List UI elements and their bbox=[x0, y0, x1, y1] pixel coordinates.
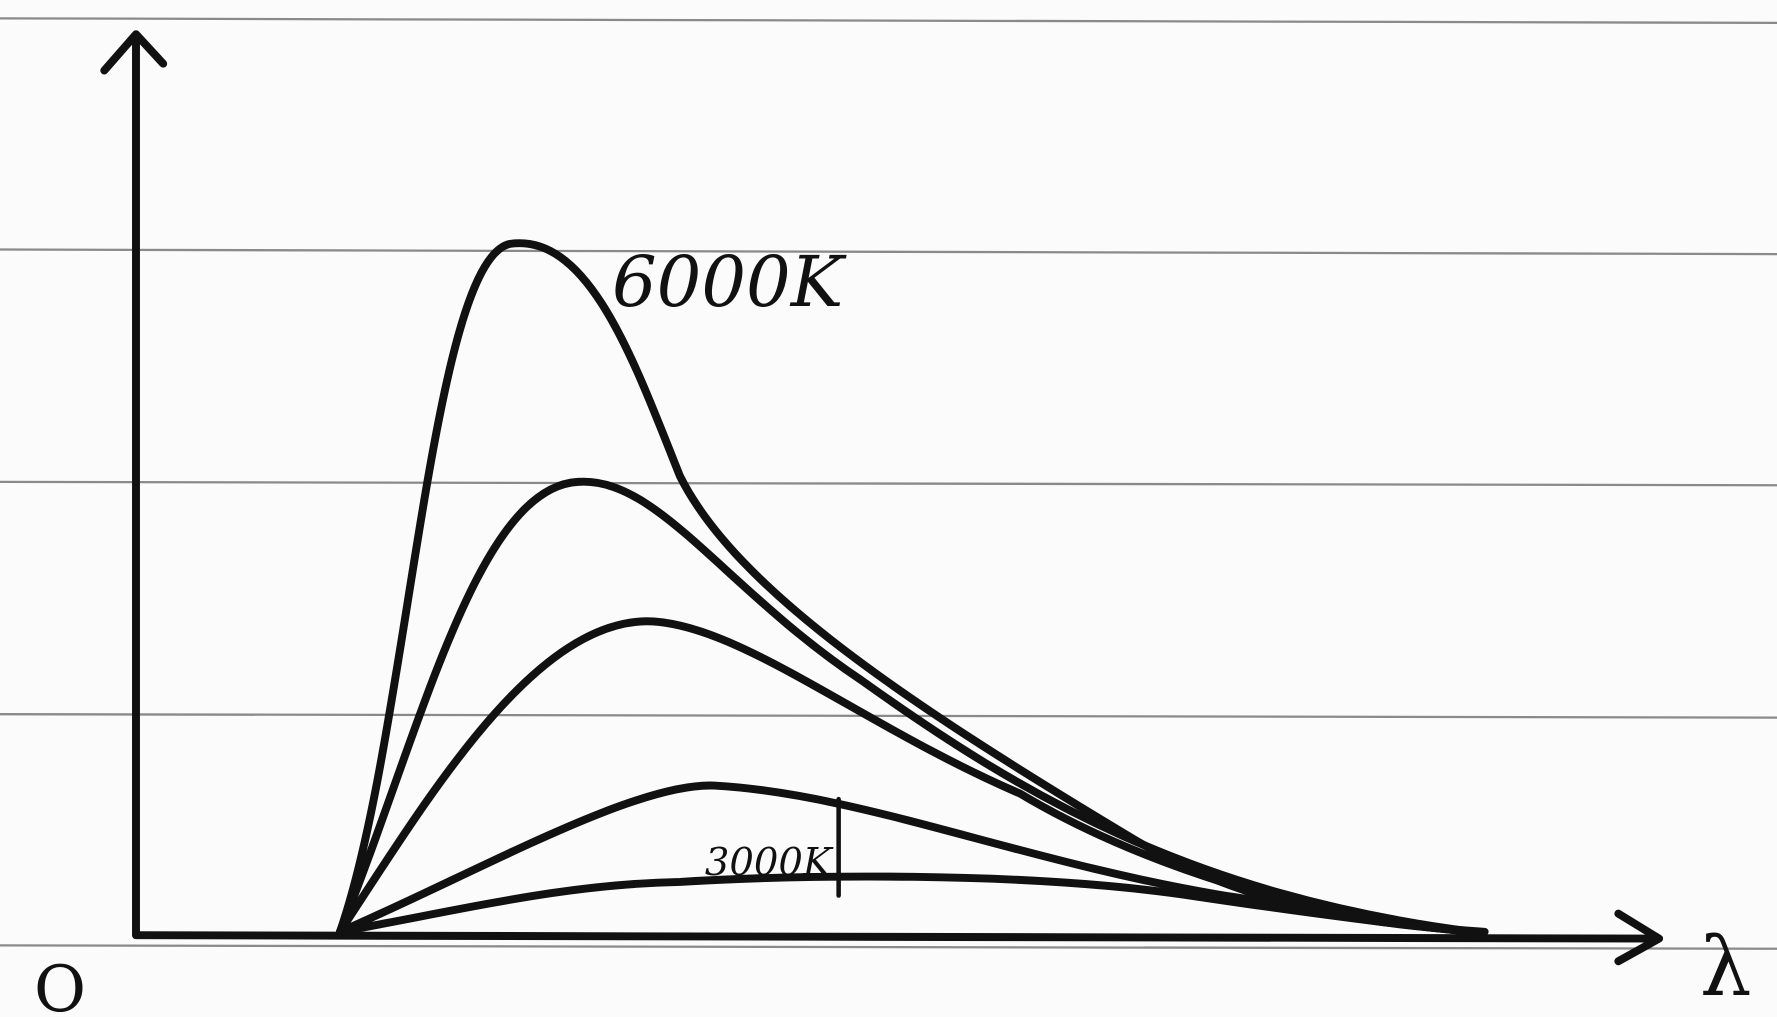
page: 6000K 3000K O λ (() => { const data = JS… bbox=[0, 0, 1777, 1017]
x-axis bbox=[136, 935, 1657, 938]
cool-label: 3000K bbox=[705, 840, 834, 885]
hot-label: 6000K bbox=[612, 241, 847, 323]
sketch: 6000K 3000K O λ bbox=[0, 0, 1777, 1017]
paper bbox=[0, 0, 1777, 1017]
x-axis-label: λ bbox=[1700, 920, 1752, 1015]
origin-label: O bbox=[34, 952, 86, 1017]
